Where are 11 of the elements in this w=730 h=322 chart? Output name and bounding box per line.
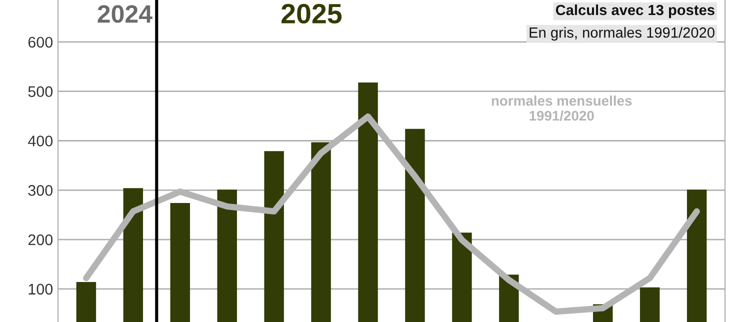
text: normales mensuelles 1991/2020 (492, 96, 632, 121)
y-tick-label: 600 (28, 36, 53, 48)
annotation: Calculs avec 13 postes (556, 4, 714, 18)
annotation: 2024 (98, 5, 152, 23)
y-tick-label: 200 (28, 234, 53, 246)
annotation: En gris, normales 1991/2020 (530, 27, 714, 41)
y-tick-label: 100 (28, 284, 53, 295)
y-tick-label: 400 (28, 136, 53, 146)
y-tick-label: 300 (28, 185, 53, 196)
annotation: 2025 (282, 4, 342, 24)
y-tick-label: 500 (28, 86, 53, 98)
